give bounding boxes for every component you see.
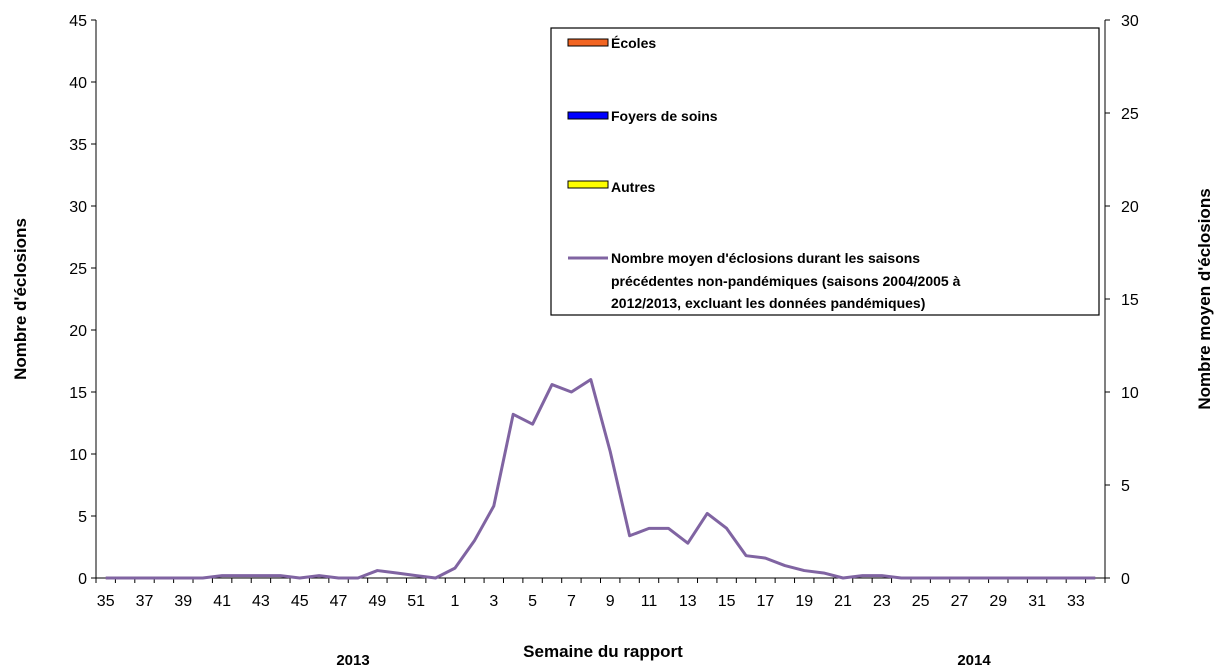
legend-label-average-line3: 2012/2013, excluant les données pandémiq… bbox=[611, 295, 925, 311]
year-label-2014: 2014 bbox=[957, 652, 991, 667]
y-right-tick-label: 0 bbox=[1121, 571, 1130, 588]
y-left-tick-label: 0 bbox=[78, 571, 87, 588]
x-tick-label: 25 bbox=[912, 593, 930, 610]
legend-label-foyers: Foyers de soins bbox=[611, 108, 718, 124]
legend-box bbox=[550, 27, 1100, 316]
y-left-tick-label: 30 bbox=[69, 199, 87, 216]
x-tick-label: 15 bbox=[718, 593, 736, 610]
x-tick-label: 5 bbox=[528, 593, 537, 610]
x-tick-label: 7 bbox=[567, 593, 576, 610]
x-tick-label: 13 bbox=[679, 593, 697, 610]
x-tick-label: 47 bbox=[330, 593, 348, 610]
legend-swatch-foyers bbox=[567, 111, 609, 120]
year-label-2013: 2013 bbox=[336, 652, 369, 667]
x-tick-label: 33 bbox=[1067, 593, 1085, 610]
y-right-tick-label: 15 bbox=[1121, 292, 1139, 309]
y-left-tick-label: 5 bbox=[78, 509, 87, 526]
x-tick-label: 51 bbox=[407, 593, 425, 610]
y-left-tick-label: 25 bbox=[69, 261, 87, 278]
legend-label-average-line1: Nombre moyen d'éclosions durant les sais… bbox=[611, 250, 920, 266]
legend-label-ecoles: Écoles bbox=[611, 35, 656, 51]
series-layer bbox=[105, 378, 1096, 580]
y-left-tick-label: 40 bbox=[69, 75, 87, 92]
y-left-tick-label: 45 bbox=[69, 13, 87, 30]
y-axis-left-title: Nombre d'éclosions bbox=[11, 218, 30, 380]
x-tick-label: 21 bbox=[834, 593, 852, 610]
legend: Écoles Foyers de soins Autres Nombre moy… bbox=[550, 27, 1100, 316]
x-tick-label: 35 bbox=[97, 593, 115, 610]
y-left-tick-label: 20 bbox=[69, 323, 87, 340]
y-right-tick-label: 10 bbox=[1121, 385, 1139, 402]
x-tick-label: 39 bbox=[174, 593, 192, 610]
x-tick-label: 3 bbox=[489, 593, 498, 610]
y-left-tick-label: 35 bbox=[69, 137, 87, 154]
series-line-average bbox=[105, 378, 1096, 580]
x-axis-ticks: 35 37 39 41 43 45 47 49 51 1 3 5 7 9 11 13 15 17 19 21 23 25 2… bbox=[95, 578, 1106, 610]
x-tick-label: 43 bbox=[252, 593, 270, 610]
left-axis-ticks: 0 5 10 15 20 25 30 35 40 45 bbox=[69, 13, 96, 588]
x-tick-label: 11 bbox=[641, 593, 658, 610]
x-tick-label: 1 bbox=[451, 593, 460, 610]
y-right-tick-label: 30 bbox=[1121, 13, 1139, 30]
x-tick-label: 49 bbox=[368, 593, 386, 610]
x-tick-label: 23 bbox=[873, 593, 891, 610]
legend-swatch-autres bbox=[567, 180, 609, 189]
x-tick-label: 27 bbox=[951, 593, 969, 610]
x-tick-label: 31 bbox=[1028, 593, 1046, 610]
x-tick-label: 41 bbox=[213, 593, 231, 610]
y-right-tick-label: 25 bbox=[1121, 106, 1139, 123]
y-axis-right-title: Nombre moyen d'éclosions bbox=[1195, 188, 1214, 409]
x-tick-label: 9 bbox=[606, 593, 615, 610]
y-right-tick-label: 20 bbox=[1121, 199, 1139, 216]
x-tick-label: 37 bbox=[136, 593, 154, 610]
x-tick-label: 19 bbox=[795, 593, 813, 610]
right-axis-ticks: 0 5 10 15 20 25 30 bbox=[1105, 13, 1139, 588]
legend-label-autres: Autres bbox=[611, 179, 656, 195]
y-left-tick-label: 10 bbox=[69, 447, 87, 464]
y-left-tick-label: 15 bbox=[69, 385, 87, 402]
x-tick-label: 17 bbox=[757, 593, 775, 610]
y-right-tick-label: 5 bbox=[1121, 478, 1130, 495]
x-tick-label: 29 bbox=[989, 593, 1007, 610]
legend-swatch-ecoles bbox=[567, 38, 609, 47]
x-axis-title: Semaine du rapport bbox=[523, 642, 683, 661]
x-tick-label: 45 bbox=[291, 593, 309, 610]
legend-label-average-line2: précédentes non-pandémiques (saisons 200… bbox=[611, 273, 961, 289]
